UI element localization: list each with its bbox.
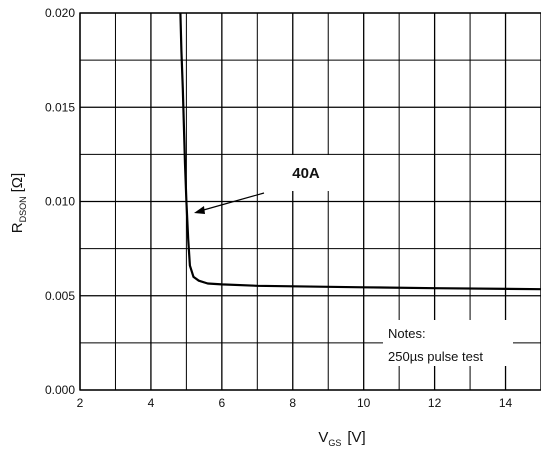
- y-axis-title-sub: DSON: [18, 196, 28, 222]
- y-tick-label-4: 0.020: [45, 6, 75, 20]
- y-tick-labels: 0.000 0.005 0.010 0.015 0.020: [45, 6, 75, 397]
- x-tick-label-5: 12: [428, 396, 442, 410]
- curve-label-arrow: [199, 192, 265, 212]
- notes-heading: Notes:: [388, 326, 426, 341]
- x-axis-title-main: V: [318, 429, 328, 446]
- series-line-40a: [179, 12, 541, 291]
- x-tick-label-0: 2: [77, 396, 84, 410]
- notes-pulse-test: 250µs pulse test: [388, 349, 483, 364]
- curve-label-40a: 40A: [292, 165, 320, 182]
- y-tick-label-2: 0.010: [45, 195, 75, 209]
- x-tick-label-3: 8: [289, 396, 296, 410]
- x-tick-labels: 2 4 6 8 10 12 14: [77, 396, 513, 410]
- y-tick-label-3: 0.015: [45, 100, 75, 114]
- y-axis-title-main: R: [9, 222, 26, 233]
- y-tick-label-0: 0.000: [45, 383, 75, 397]
- y-axis-title-unit: [Ω]: [9, 173, 26, 193]
- y-tick-label-1: 0.005: [45, 289, 75, 303]
- x-axis-title-unit: [V]: [347, 429, 365, 446]
- x-tick-label-1: 4: [148, 396, 155, 410]
- curve-label-box: [265, 155, 347, 191]
- x-axis-title: VGS [V]: [318, 429, 365, 448]
- x-tick-label-6: 14: [499, 396, 513, 410]
- x-tick-label-2: 6: [219, 396, 226, 410]
- notes-box: [383, 320, 513, 366]
- x-axis-title-sub: GS: [328, 438, 341, 448]
- y-axis-title: RDSON [Ω]: [9, 173, 28, 233]
- curve-label-arrowhead: [194, 206, 205, 214]
- plot-frame: [79, 12, 541, 391]
- x-tick-label-4: 10: [357, 396, 371, 410]
